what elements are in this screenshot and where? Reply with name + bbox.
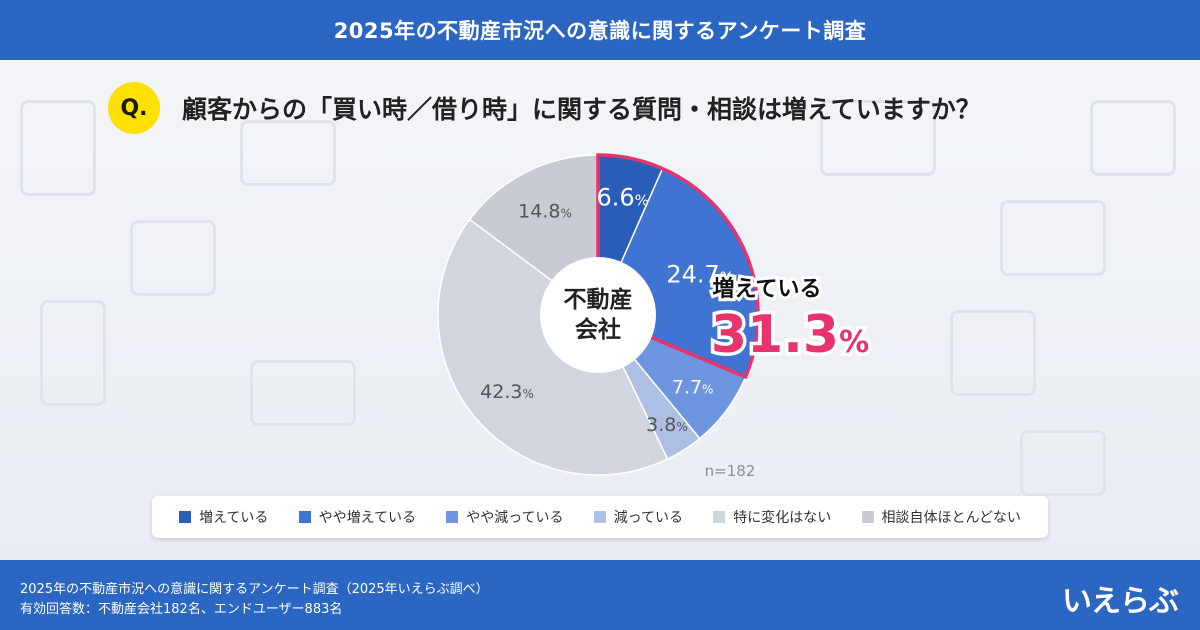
legend-swatch xyxy=(713,511,726,523)
callout-label: 増えている xyxy=(713,276,822,302)
brand-logo: いえらぶ xyxy=(1062,584,1179,619)
question-badge: Q. xyxy=(108,82,160,134)
legend-swatch xyxy=(298,511,311,523)
legend-label: やや増えている xyxy=(318,510,416,526)
legend-label: 特に変化はない xyxy=(733,510,832,526)
legend-swatch xyxy=(179,511,192,523)
footer-respondents: 有効回答数：不動産会社182名、エンドユーザー883名 xyxy=(20,602,343,617)
center-label: 会社 xyxy=(575,316,621,343)
legend-item: 増えている xyxy=(179,507,268,527)
data-label: 3.8% xyxy=(646,414,688,436)
legend-item: やや増えている xyxy=(298,507,416,527)
question-text: 顧客からの「買い時／借り時」に関する質問・相談は増えていますか？ xyxy=(182,95,981,124)
legend-item: 特に変化はない xyxy=(713,507,831,527)
data-label: 42.3% xyxy=(480,381,534,403)
donut-center xyxy=(540,257,656,373)
footer-source: 2025年の不動産市況への意識に関するアンケート調査（2025年いえらぶ調べ） xyxy=(20,582,489,597)
data-label: 14.8% xyxy=(518,201,572,223)
legend-label: 相談自体ほとんどない xyxy=(881,510,1021,526)
building-icon xyxy=(40,300,106,406)
data-label: 7.7% xyxy=(672,376,714,398)
envelope-icon xyxy=(1000,200,1106,276)
legend-label: やや減っている xyxy=(466,510,564,526)
center-label: 不動産 xyxy=(564,286,633,313)
header-bar: 2025年の不動産市況への意識に関するアンケート調査 xyxy=(0,0,1200,60)
legend-item: やや減っている xyxy=(446,507,564,527)
video-icon xyxy=(1020,430,1106,496)
calendar-icon xyxy=(950,310,1036,396)
chart-icon xyxy=(1090,100,1176,176)
question-row: Q. 顧客からの「買い時／借り時」に関する質問・相談は増えていますか？ xyxy=(108,82,1108,134)
page-title: 2025年の不動産市況への意識に関するアンケート調査 xyxy=(333,19,867,43)
monitor-icon xyxy=(820,100,936,176)
document-icon xyxy=(20,100,96,196)
envelope-icon xyxy=(240,120,336,186)
calendar-icon xyxy=(130,220,216,296)
legend-swatch xyxy=(446,511,459,523)
legend-item: 減っている xyxy=(593,507,684,527)
legend-swatch xyxy=(593,511,606,523)
footer-bar: 2025年の不動産市況への意識に関するアンケート調査（2025年いえらぶ調べ） … xyxy=(0,560,1200,630)
legend-swatch xyxy=(861,511,874,523)
highlight-outline xyxy=(596,153,760,380)
card-icon xyxy=(250,360,356,426)
legend: 増えている やや増えている やや減っている 減っている 特に変化はない 相談自体ほとんどな… xyxy=(152,496,1048,538)
background xyxy=(0,60,1200,560)
legend-item: 相談自体ほとんどない xyxy=(861,507,1021,527)
sample-size-label: n=182 xyxy=(705,462,756,480)
legend-label: 減っている xyxy=(613,510,684,526)
legend-label: 増えている xyxy=(199,510,269,526)
callout-value: 31.3% xyxy=(711,305,869,365)
